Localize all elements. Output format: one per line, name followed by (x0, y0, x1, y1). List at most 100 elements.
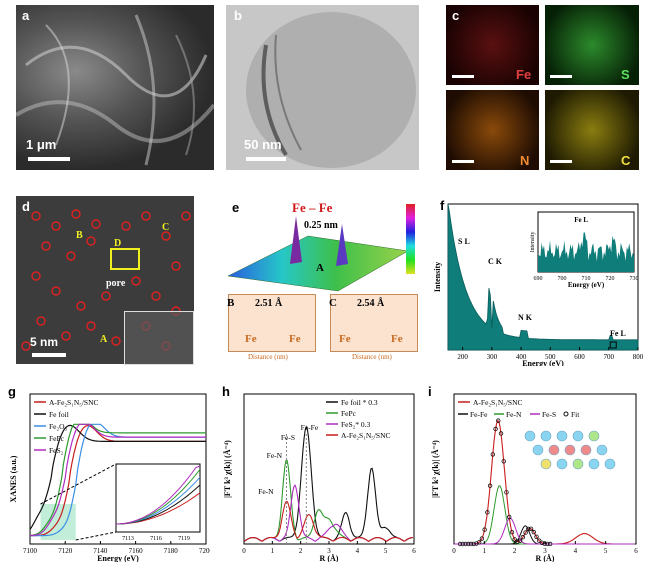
x-tick-label: 7120 (58, 547, 73, 555)
peak-annotation: Fe-N (258, 487, 274, 496)
fe-atom-marker (31, 271, 41, 281)
y-axis-label: Intensity (433, 262, 442, 292)
profile-xlabel: Distance (nm) (248, 353, 288, 361)
fit-point (468, 541, 474, 547)
xanes-curve (29, 423, 206, 536)
fe-atom-marker (86, 321, 96, 331)
scale-label: 1 μm (26, 137, 57, 152)
profile-b: B 2.51 Å Fe Fe (227, 294, 316, 352)
fit-point (528, 526, 534, 531)
y-axis-label: |FT k³ χ(k)| (Å⁻⁴) (223, 440, 232, 498)
fe-atom-marker (161, 231, 171, 241)
fit-point (479, 536, 485, 541)
sem-texture (16, 14, 214, 166)
x-tick-label: 2 (299, 547, 303, 555)
scale-bar (550, 75, 572, 78)
profile-value: 2.54 Å (357, 298, 385, 309)
zoom-connector (40, 463, 117, 505)
legend-label: FePc (49, 434, 65, 443)
fit-point (547, 541, 553, 547)
eels-chart: 200 300 400 500 600 700 800 Energy (eV) Intensit… (433, 203, 644, 368)
x-tick-label: 700 (604, 353, 615, 361)
inset-curve (115, 465, 201, 525)
map-label-fe: Fe (516, 67, 532, 82)
inset-tick-label: 710 (582, 276, 591, 282)
x-tick-label: 5 (384, 547, 388, 555)
panel-e: e Fe – Fe 0.25 nm A B 2.51 Å Fe Fe C 2.5… (218, 196, 426, 364)
map-label-n: N (520, 153, 530, 168)
fe-label-right: Fe (289, 333, 301, 345)
fit-point (487, 483, 493, 488)
x-tick-label: 4 (356, 547, 360, 555)
fe-atom-marker (71, 209, 81, 219)
x-axis-label: R (Å) (536, 554, 555, 562)
fe-atom-marker (36, 316, 46, 326)
fit-point (485, 510, 490, 515)
xanes-chart: 7100 7120 7140 7160 7180 7200 Energy (eV) XANES… (9, 393, 214, 563)
structure-atom (564, 444, 576, 456)
x-tick-label: 7100 (23, 547, 38, 555)
fe-atom-marker (171, 261, 181, 271)
fe-atom-marker (151, 291, 161, 301)
map-label-s: S (621, 67, 630, 82)
exafs-curve (243, 425, 413, 542)
legend-label: FeS₂ (49, 446, 64, 455)
legend-label: Fe-Fe (470, 410, 488, 419)
fit-point (460, 541, 465, 547)
x-tick-label: 7180 (164, 547, 179, 555)
xanes-curve (29, 424, 206, 530)
exafs-chart: 0 1 2 3 4 5 6 R (Å) |FT k³ χ(k)| (Å⁻⁴) Fe foil * … (223, 393, 416, 563)
inset-tick-label: 690 (534, 276, 543, 282)
inset-frame (115, 463, 201, 533)
fe-atom-marker (181, 211, 191, 221)
fit-point (534, 534, 539, 540)
scale-bar (452, 75, 474, 78)
x-tick-label: 6 (634, 547, 638, 555)
x-tick-label: 800 (633, 353, 644, 361)
scale-label: 5 nm (30, 335, 59, 349)
legend-label: FeS₂* 0.3 (341, 420, 371, 429)
plot-frame (243, 393, 415, 545)
fit-point (463, 541, 468, 547)
inset-tick-label: 730 (630, 276, 639, 282)
fit-point (537, 538, 542, 543)
structure-atom (524, 430, 536, 442)
structure-atom (556, 430, 568, 442)
fe-fe-title: Fe – Fe (292, 200, 333, 215)
fit-point (501, 459, 506, 464)
tem-image (226, 5, 419, 170)
eds-map-n (446, 90, 539, 170)
peak-annotation: Fe-Fe (301, 423, 319, 432)
panel-letter-g: g (8, 384, 16, 399)
legend-label: A-Fe₂S₁N₅/SNC (473, 398, 523, 407)
eds-map-s (545, 5, 639, 85)
x-tick-label: 600 (574, 353, 585, 361)
structure-atom (540, 430, 552, 442)
peak-label: S L (458, 237, 470, 246)
eds-map-c (545, 90, 639, 170)
x-tick-label: 7140 (93, 547, 108, 555)
legend-label: A-Fe₂S₁N₅/SNC (49, 398, 99, 407)
fit-point (504, 490, 509, 495)
scale-bar (246, 157, 286, 161)
fit-point (523, 530, 528, 535)
panel-g: 7100 7120 7140 7160 7180 7200 Energy (eV) XANES… (4, 380, 214, 563)
fit-point (496, 418, 501, 423)
x-tick-label: 3 (327, 547, 331, 555)
panel-i: 0 1 2 3 4 5 6 R (Å) |FT k³ χ(k)| (Å⁻⁴) A-Fe₂S₁N₅/… (424, 380, 644, 563)
fit-point (520, 535, 526, 540)
x-tick-label: 300 (487, 353, 498, 361)
label-a: A (316, 262, 324, 274)
legend-label: Fe foil * 0.3 (341, 398, 378, 407)
structure-atom (588, 458, 600, 470)
x-axis-label: R (Å) (320, 554, 339, 562)
label-d: D (114, 238, 122, 249)
fe-atom-marker (121, 221, 131, 231)
scale-bar (32, 353, 66, 357)
fit-point (498, 431, 504, 436)
fit-point (539, 540, 545, 545)
fit-point (526, 526, 531, 532)
panel-letter-i: i (428, 384, 432, 399)
x-tick-label: 7200 (199, 547, 210, 555)
peak-label: N K (518, 313, 533, 322)
